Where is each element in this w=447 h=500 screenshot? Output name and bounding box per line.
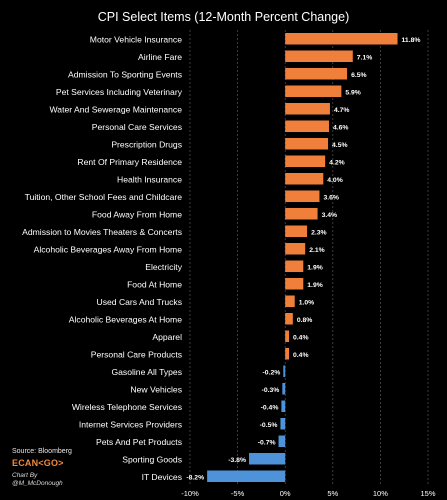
value-label: 1.9% <box>307 282 323 289</box>
category-label: New Vehicles <box>130 384 182 394</box>
bar <box>285 85 342 97</box>
category-label: Sporting Goods <box>122 454 182 464</box>
bar <box>285 33 398 45</box>
category-label: Health Insurance <box>117 174 182 184</box>
category-label: Admission To Sporting Events <box>68 69 182 79</box>
category-label: Tuition, Other School Fees and Childcare <box>25 192 183 202</box>
bars <box>207 33 398 482</box>
category-label: Admission to Movies Theaters & Concerts <box>22 227 182 237</box>
bar <box>285 190 320 202</box>
chart-credit-handle: @M_McDonough <box>12 480 63 487</box>
bar <box>285 330 290 342</box>
value-label: 1.9% <box>307 264 323 271</box>
source-note: Source: Bloomberg <box>12 448 72 455</box>
bar <box>285 225 308 237</box>
value-label: -8.2% <box>186 474 204 481</box>
category-label: Prescription Drugs <box>111 139 182 149</box>
x-tick-label: 5% <box>327 489 338 498</box>
bar <box>285 68 348 80</box>
bar <box>285 120 329 132</box>
value-label: -0.7% <box>258 439 276 446</box>
bar <box>285 208 318 220</box>
bar <box>285 243 306 255</box>
category-label: Used Cars And Trucks <box>97 297 183 307</box>
bar <box>285 103 330 115</box>
gridlines <box>189 30 429 485</box>
value-label: 2.3% <box>311 229 327 236</box>
category-label: Personal Care Services <box>92 122 182 132</box>
value-label: 3.4% <box>322 212 338 219</box>
category-label: Gasoline All Types <box>111 367 182 377</box>
bar <box>285 348 290 360</box>
value-label: 11.8% <box>402 37 421 44</box>
category-labels: Motor Vehicle Insurance Airline Fare Admis… <box>22 34 183 482</box>
bar <box>282 383 286 395</box>
category-label: Food At Home <box>127 279 182 289</box>
value-label: -3.8% <box>228 457 246 464</box>
value-label: 2.1% <box>309 247 325 254</box>
value-label: 4.5% <box>332 142 348 149</box>
category-label: Pet Services Including Veterinary <box>56 87 183 97</box>
bar <box>285 50 353 62</box>
bar <box>285 155 326 167</box>
category-label: Wireless Telephone Services <box>72 402 182 412</box>
bar <box>285 260 304 272</box>
x-axis-ticks: -10% -5% 0% 5% 10% 15% <box>181 489 436 498</box>
category-label: Pets And Pet Products <box>96 437 182 447</box>
category-label: Personal Care Products <box>91 349 182 359</box>
bar <box>280 418 286 430</box>
category-label: Food Away From Home <box>92 209 182 219</box>
value-label: 0.8% <box>297 317 313 324</box>
category-label: IT Devices <box>142 472 182 482</box>
value-label: 4.6% <box>333 124 349 131</box>
value-label: 3.6% <box>323 194 339 201</box>
value-label: 4.2% <box>329 159 345 166</box>
value-label: 0.4% <box>293 334 309 341</box>
value-label: 1.0% <box>299 299 315 306</box>
category-label: Water And Sewerage Maintenance <box>50 104 183 114</box>
value-label: 6.5% <box>351 72 367 79</box>
bar <box>285 278 304 290</box>
bar <box>285 138 329 150</box>
value-label: -0.5% <box>260 422 278 429</box>
bar <box>283 365 286 377</box>
x-tick-label: 10% <box>373 489 388 498</box>
bar <box>285 313 293 325</box>
category-label: Alcoholic Beverages At Home <box>69 314 182 324</box>
bar <box>207 470 286 482</box>
value-labels: 11.8% 7.1% 6.5% 5.9% 4.7% 4.6% 4.5% 4.2% 4.0% 3.6… <box>186 37 420 482</box>
value-label: 4.0% <box>327 177 343 184</box>
bar <box>249 453 286 465</box>
value-label: 5.9% <box>345 89 361 96</box>
bar <box>278 435 286 447</box>
brand-ticker: ECAN<GO> <box>12 458 64 468</box>
category-label: Electricity <box>145 262 182 272</box>
category-label: Rent Of Primary Residence <box>77 157 182 167</box>
bar <box>281 400 286 412</box>
bar <box>285 173 324 185</box>
value-label: 7.1% <box>357 54 373 61</box>
x-tick-label: 0% <box>280 489 291 498</box>
category-label: Internet Services Providers <box>79 419 182 429</box>
category-label: Motor Vehicle Insurance <box>90 34 182 44</box>
x-tick-label: -10% <box>181 489 199 498</box>
value-label: -0.3% <box>262 387 280 394</box>
value-label: -0.2% <box>263 369 281 376</box>
category-label: Alcoholic Beverages Away From Home <box>34 244 183 254</box>
value-label: -0.4% <box>261 404 279 411</box>
value-label: 0.4% <box>293 352 309 359</box>
value-label: 4.7% <box>334 107 350 114</box>
category-label: Airline Fare <box>138 52 182 62</box>
bar <box>285 295 295 307</box>
x-tick-label: 15% <box>420 489 435 498</box>
chart-title: CPI Select Items (12-Month Percent Chang… <box>98 10 350 24</box>
category-label: Apparel <box>152 332 182 342</box>
x-tick-label: -5% <box>231 489 245 498</box>
chart-credit-label: Chart By <box>12 472 38 479</box>
